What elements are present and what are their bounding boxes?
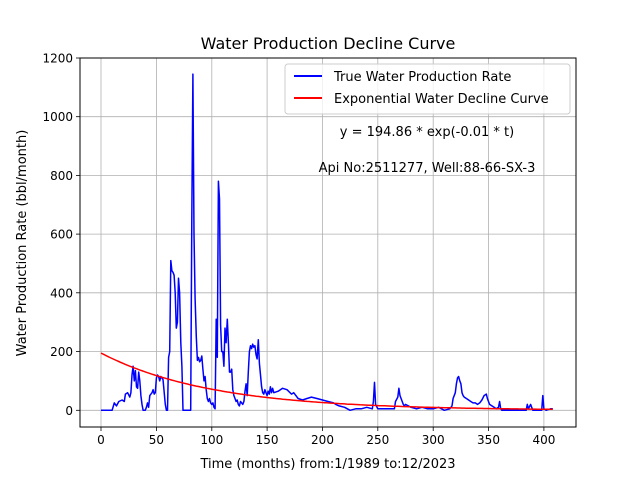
y-tick-label: 800 — [50, 169, 73, 183]
well-annotation: Api No:2511277, Well:88-66-SX-3 — [319, 161, 536, 176]
x-tick-label: 150 — [256, 433, 279, 447]
y-tick-label: 1200 — [42, 52, 73, 66]
y-tick-label: 600 — [50, 228, 73, 242]
legend-box — [284, 63, 571, 115]
x-axis-ticks: 0 50 100 150 200 250 300 350 400 — [97, 427, 555, 447]
y-tick-label: 0 — [65, 404, 73, 418]
legend: True Water Production Rate Exponential W… — [284, 63, 571, 115]
equation-annotation: y = 194.86 * exp(-0.01 * t) — [340, 125, 514, 140]
x-tick-label: 100 — [200, 433, 223, 447]
x-tick-label: 400 — [532, 433, 555, 447]
axes-frame — [79, 57, 577, 428]
y-tick-label: 400 — [50, 286, 73, 300]
x-tick-label: 300 — [422, 433, 445, 447]
y-axis-label: Water Production Rate (bbl/month) — [15, 130, 30, 357]
series-exponential-decline-curve — [100, 352, 553, 411]
legend-label-decline-curve: Exponential Water Decline Curve — [334, 92, 549, 107]
y-tick-label: 200 — [50, 345, 73, 359]
plot-series — [100, 73, 553, 412]
chart-title: Water Production Decline Curve — [201, 34, 456, 53]
grid — [80, 57, 576, 427]
x-tick-label: 250 — [366, 433, 389, 447]
y-axis-ticks: 0 200 400 600 800 1000 1200 — [42, 52, 80, 418]
x-tick-label: 200 — [311, 433, 334, 447]
x-tick-label: 350 — [477, 433, 500, 447]
x-tick-label: 50 — [149, 433, 164, 447]
series-true-water-production-rate — [101, 73, 553, 412]
x-tick-label: 0 — [97, 433, 105, 447]
legend-label-true-rate: True Water Production Rate — [333, 70, 511, 85]
x-axis-label: Time (months) from:1/1989 to:12/2023 — [199, 457, 455, 472]
y-tick-label: 1000 — [42, 110, 73, 124]
